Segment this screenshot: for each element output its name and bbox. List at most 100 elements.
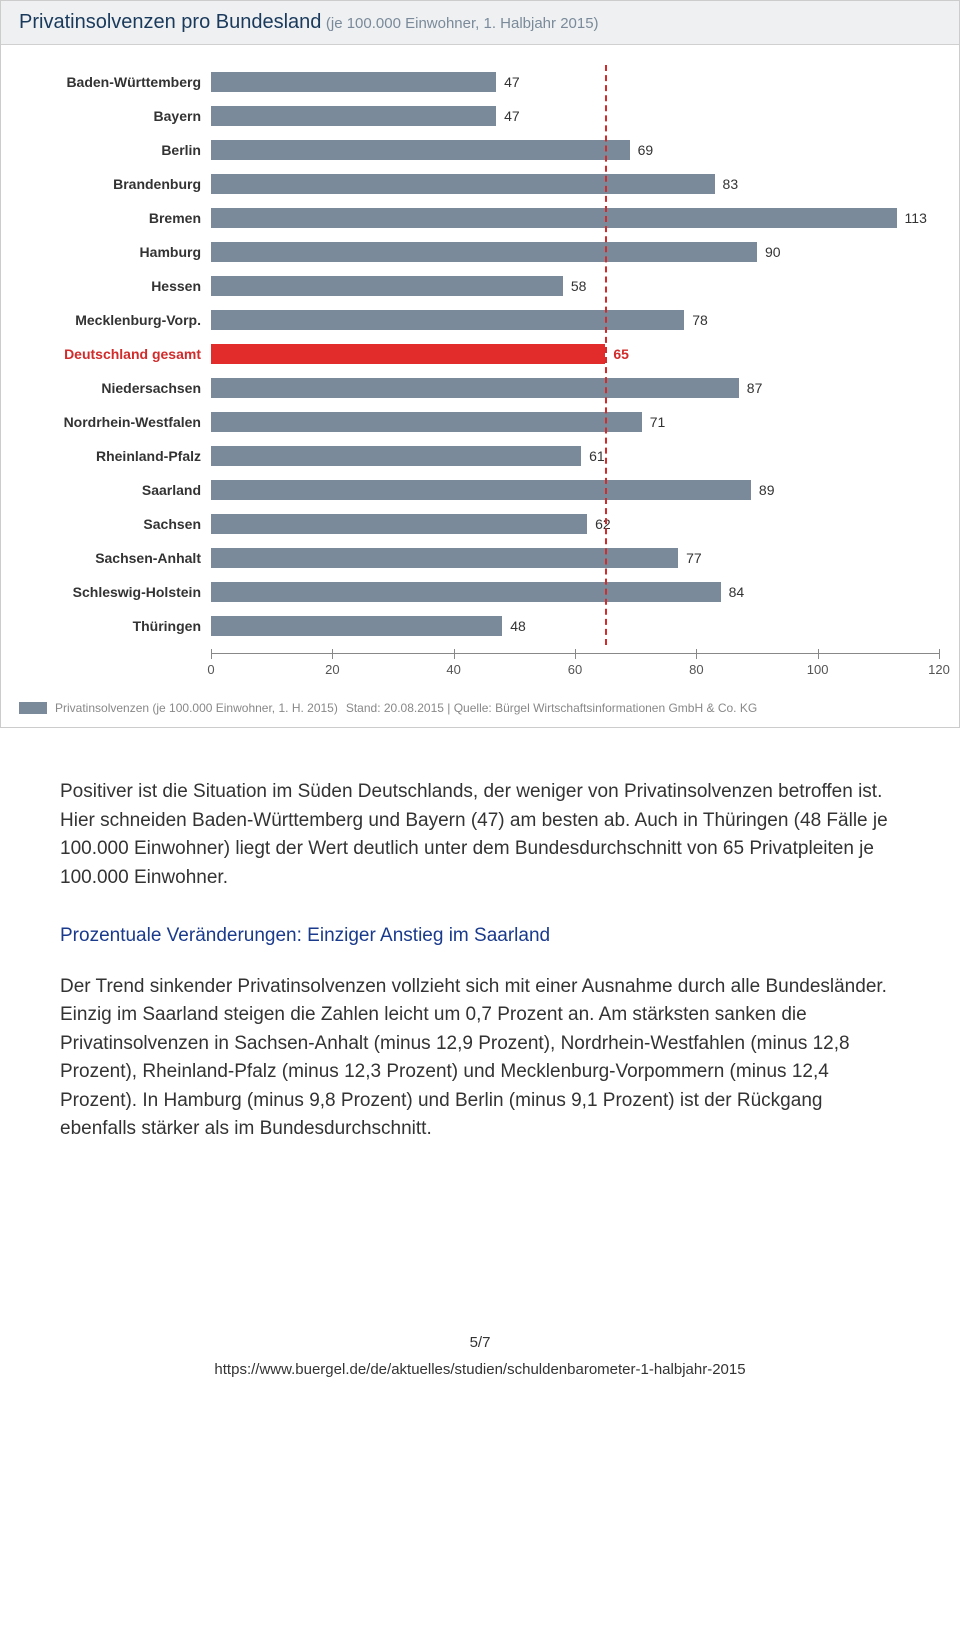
chart-bar: 77 (211, 548, 678, 568)
legend-swatch (19, 702, 47, 714)
chart-row: Baden-Württemberg47 (21, 65, 939, 99)
chart-bar-value: 47 (504, 108, 520, 124)
chart-footer: Privatinsolvenzen (je 100.000 Einwohner,… (1, 693, 959, 727)
chart-bar-value: 87 (747, 380, 763, 396)
chart-row: Mecklenburg-Vorp. 78 (21, 303, 939, 337)
chart-row: Hessen58 (21, 269, 939, 303)
chart-row: Berlin69 (21, 133, 939, 167)
chart-bar: 83 (211, 174, 715, 194)
chart-row: Saarland89 (21, 473, 939, 507)
section-heading: Prozentuale Veränderungen: Einziger Anst… (60, 922, 900, 951)
chart-axis-tick-label: 80 (689, 662, 703, 677)
chart-row: Bremen113 (21, 201, 939, 235)
chart-row: Sachsen62 (21, 507, 939, 541)
chart-row-label: Nordrhein-Westfalen (21, 414, 211, 430)
chart-row: Deutschland gesamt 65 (21, 337, 939, 371)
chart-bar-value: 62 (595, 516, 611, 532)
chart-axis-tick (454, 649, 455, 659)
chart-body: Baden-Württemberg47Bayern47Berlin69Brand… (1, 45, 959, 693)
chart-bar: 69 (211, 140, 630, 160)
chart-row-label: Thüringen (21, 618, 211, 634)
chart-bar-area: 89 (211, 473, 939, 507)
chart-bar: 48 (211, 616, 502, 636)
chart-row-label: Saarland (21, 482, 211, 498)
chart-row-label: Hamburg (21, 244, 211, 260)
chart-axis-tick-label: 40 (446, 662, 460, 677)
chart-row-label: Bremen (21, 210, 211, 226)
chart-row-label: Brandenburg (21, 176, 211, 192)
chart-x-axis: 020406080100120 (21, 653, 939, 683)
chart-row: Hamburg 90 (21, 235, 939, 269)
chart-header: Privatinsolvenzen pro Bundesland (je 100… (1, 1, 959, 45)
paragraph-1: Positiver ist die Situation im Süden Deu… (60, 778, 900, 892)
chart-axis-tick (575, 649, 576, 659)
chart-row-label: Sachsen-Anhalt (21, 550, 211, 566)
chart-bar-value: 84 (729, 584, 745, 600)
chart-axis-tick-label: 20 (325, 662, 339, 677)
chart-bar-value: 89 (759, 482, 775, 498)
chart-bar-area: 87 (211, 371, 939, 405)
chart-source: Stand: 20.08.2015 | Quelle: Bürgel Wirts… (346, 701, 757, 715)
chart-bar: 71 (211, 412, 642, 432)
chart-row-label: Niedersachsen (21, 380, 211, 396)
article-body: Positiver ist die Situation im Süden Deu… (0, 758, 960, 1214)
chart-bar: 89 (211, 480, 751, 500)
chart-bar-value: 83 (723, 176, 739, 192)
chart-row: Thüringen48 (21, 609, 939, 643)
chart-row: Rheinland-Pfalz61 (21, 439, 939, 473)
chart-row-label: Schleswig-Holstein (21, 584, 211, 600)
chart-bar-value: 78 (692, 312, 708, 328)
chart-row-label: Sachsen (21, 516, 211, 532)
chart-plot: Baden-Württemberg47Bayern47Berlin69Brand… (21, 65, 939, 645)
chart-axis-tick (332, 649, 333, 659)
chart-row: Brandenburg83 (21, 167, 939, 201)
page-footer: 5/7 https://www.buergel.de/de/aktuelles/… (0, 1214, 960, 1408)
chart-bar: 58 (211, 276, 563, 296)
chart-row-label: Baden-Württemberg (21, 74, 211, 90)
chart-axis-tick (818, 649, 819, 659)
chart-bar-area: 69 (211, 133, 939, 167)
chart-bar-value: 58 (571, 278, 587, 294)
paragraph-2: Der Trend sinkender Privatinsolvenzen vo… (60, 973, 900, 1144)
chart-bar-area: 47 (211, 65, 939, 99)
chart-axis-tick-label: 0 (207, 662, 214, 677)
chart-bar-value: 61 (589, 448, 605, 464)
chart-bar: 47 (211, 72, 496, 92)
chart-bar-value: 65 (613, 346, 629, 362)
chart-bar: 87 (211, 378, 739, 398)
chart-bar: 62 (211, 514, 587, 534)
chart-axis-tick (696, 649, 697, 659)
chart-row-label: Hessen (21, 278, 211, 294)
chart-row: Niedersachsen87 (21, 371, 939, 405)
chart-row-label: Bayern (21, 108, 211, 124)
chart-bar-value: 69 (638, 142, 654, 158)
chart-bar-area: 48 (211, 609, 939, 643)
chart-bar: 113 (211, 208, 897, 228)
chart-bar-area: 61 (211, 439, 939, 473)
chart-bar-area: 71 (211, 405, 939, 439)
source-url: https://www.buergel.de/de/aktuelles/stud… (0, 1361, 960, 1378)
chart-row: Schleswig-Holstein84 (21, 575, 939, 609)
chart-bar-value: 77 (686, 550, 702, 566)
chart-axis-tick (939, 649, 940, 659)
chart-row-label: Mecklenburg-Vorp. (21, 312, 211, 328)
page-number: 5/7 (0, 1334, 960, 1351)
chart-bar-area: 83 (211, 167, 939, 201)
chart-bar-area: 77 (211, 541, 939, 575)
chart-bar: 61 (211, 446, 581, 466)
chart-bar-area: 62 (211, 507, 939, 541)
chart-subtitle: (je 100.000 Einwohner, 1. Halbjahr 2015) (326, 15, 599, 32)
legend-label: Privatinsolvenzen (je 100.000 Einwohner,… (55, 701, 338, 715)
chart-bar-area: 65 (211, 337, 939, 371)
chart-bar-area: 58 (211, 269, 939, 303)
chart-container: Privatinsolvenzen pro Bundesland (je 100… (0, 0, 960, 728)
chart-bar-area: 90 (211, 235, 939, 269)
chart-bar-value: 71 (650, 414, 666, 430)
chart-axis-tick-label: 100 (807, 662, 829, 677)
chart-bar: 84 (211, 582, 721, 602)
chart-axis-tick (211, 649, 212, 659)
chart-bar-value: 90 (765, 244, 781, 260)
chart-bar-area: 84 (211, 575, 939, 609)
chart-row-label: Deutschland gesamt (21, 346, 211, 362)
chart-row: Sachsen-Anhalt77 (21, 541, 939, 575)
